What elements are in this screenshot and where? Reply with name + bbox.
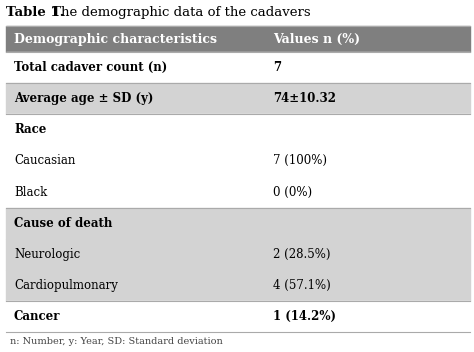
Text: 1 (14.2%): 1 (14.2%) [273, 310, 336, 323]
Bar [6, 145, 470, 176]
Bar [6, 208, 470, 239]
Bar [6, 176, 470, 208]
Text: 74±10.32: 74±10.32 [273, 92, 336, 105]
Bar [6, 26, 470, 52]
Text: Values n (%): Values n (%) [273, 32, 360, 45]
Text: 4 (57.1%): 4 (57.1%) [273, 279, 331, 292]
Text: n: Number, y: Year, SD: Standard deviation: n: Number, y: Year, SD: Standard deviati… [10, 337, 223, 346]
Text: Caucasian: Caucasian [14, 155, 75, 168]
Text: Cardiopulmonary: Cardiopulmonary [14, 279, 118, 292]
Text: 0 (0%): 0 (0%) [273, 186, 312, 199]
Text: Average age ± SD (y): Average age ± SD (y) [14, 92, 154, 105]
Text: Demographic characteristics: Demographic characteristics [14, 32, 217, 45]
Text: Neurologic: Neurologic [14, 248, 80, 261]
Bar [6, 83, 470, 114]
Text: 7 (100%): 7 (100%) [273, 155, 327, 168]
Text: 7: 7 [273, 61, 281, 74]
Bar [6, 114, 470, 145]
Text: Cause of death: Cause of death [14, 216, 112, 230]
Text: The demographic data of the cadavers: The demographic data of the cadavers [48, 6, 310, 19]
Bar [6, 239, 470, 270]
Text: 2 (28.5%): 2 (28.5%) [273, 248, 330, 261]
Bar [6, 52, 470, 83]
Bar [6, 301, 470, 332]
Text: Black: Black [14, 186, 47, 199]
Text: Total cadaver count (n): Total cadaver count (n) [14, 61, 167, 74]
Text: Race: Race [14, 123, 46, 136]
Text: Table 1.: Table 1. [6, 6, 64, 19]
Text: Cancer: Cancer [14, 310, 61, 323]
Bar [6, 270, 470, 301]
